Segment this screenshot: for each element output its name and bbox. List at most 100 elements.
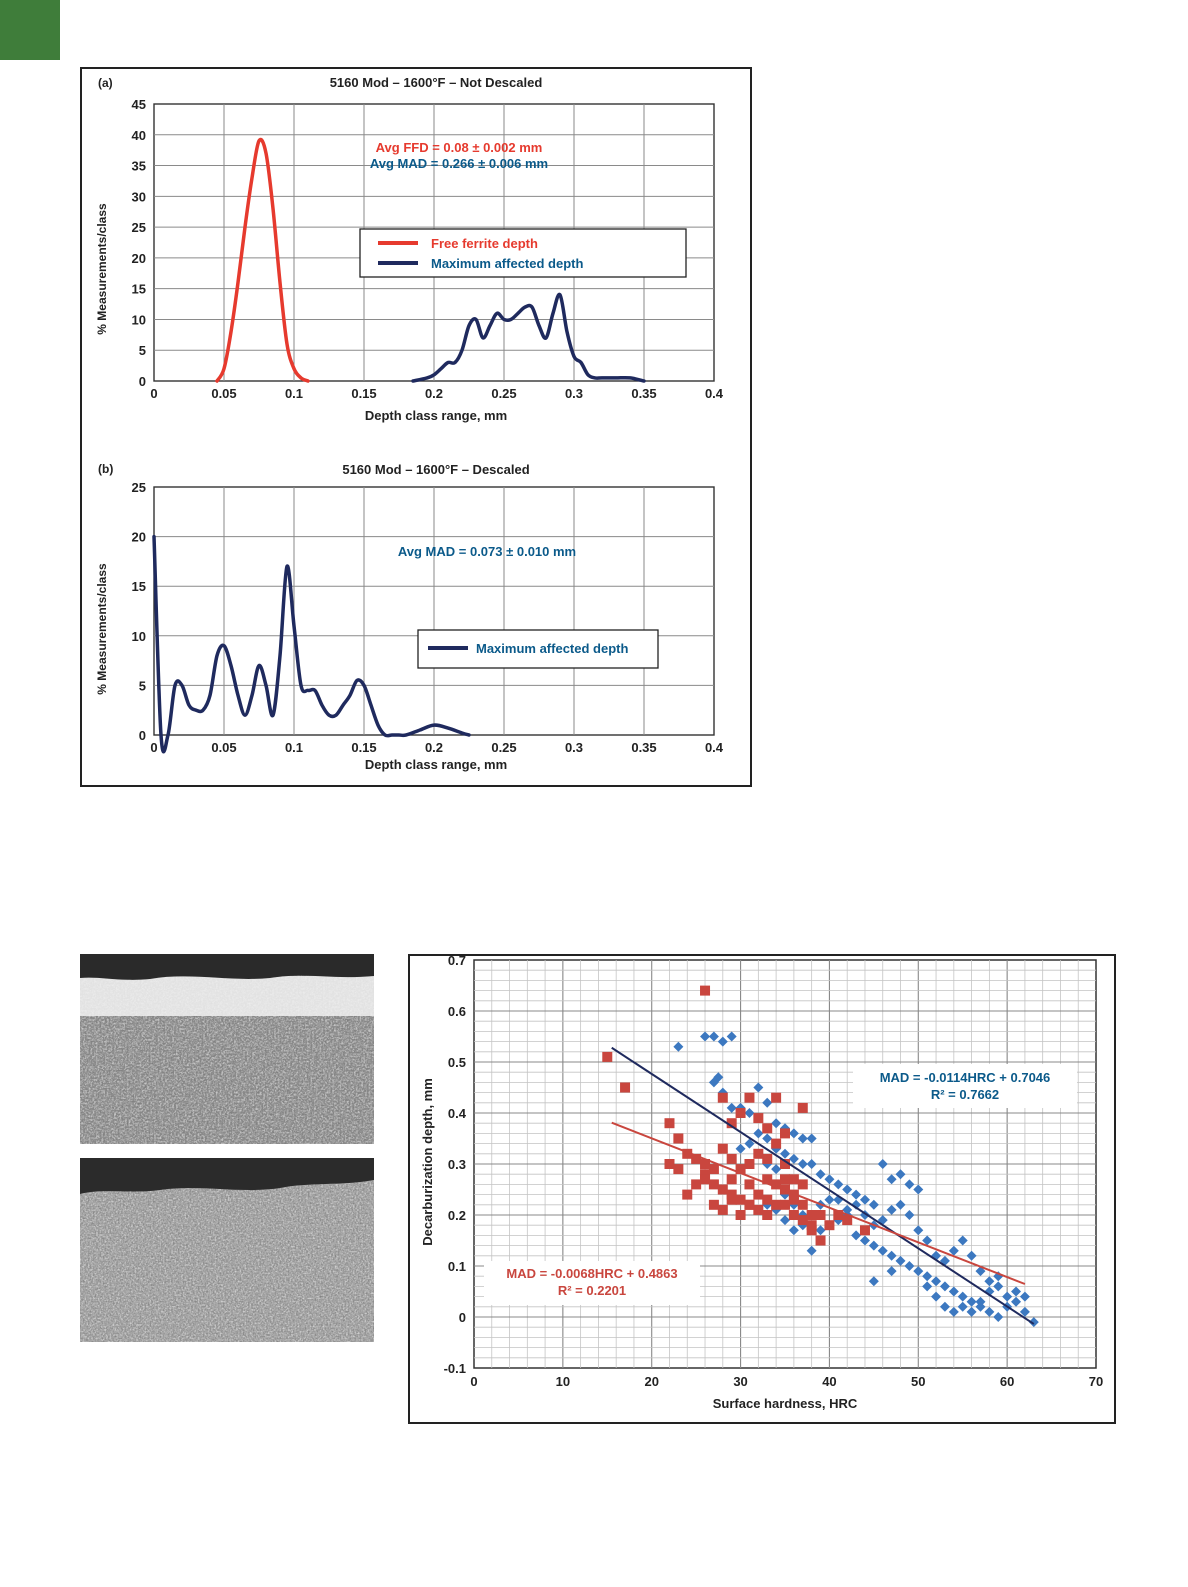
micrograph-1-svg bbox=[80, 954, 374, 1144]
scatter-point-blue bbox=[913, 1266, 924, 1277]
scatter-point-red bbox=[780, 1174, 790, 1185]
scatter-point-blue bbox=[931, 1291, 942, 1302]
scatter-point-red bbox=[708, 1199, 719, 1210]
scatter-point-blue bbox=[744, 1108, 755, 1118]
scatter-point-red bbox=[771, 1092, 782, 1103]
scatter-point-blue bbox=[753, 1082, 764, 1093]
scatter-point-blue bbox=[788, 1128, 799, 1139]
scatter-point-blue bbox=[868, 1199, 879, 1210]
panel-b-xtick-label: 0.2 bbox=[425, 740, 443, 755]
scatter-point-red bbox=[726, 1118, 737, 1129]
scatter-point-blue bbox=[1019, 1306, 1030, 1317]
scatter-ytick-label: 0.3 bbox=[448, 1157, 466, 1172]
panel-a-series-line-1 bbox=[215, 137, 310, 383]
panel-b-xtick-label: 0.35 bbox=[631, 740, 656, 755]
panel-a-ytick-label: 0 bbox=[139, 374, 146, 389]
panel-a-ytick-label: 40 bbox=[132, 128, 146, 143]
micrograph-2-scale bbox=[80, 1158, 374, 1194]
scatter-point-red bbox=[859, 1225, 870, 1236]
scatter-point-red bbox=[762, 1210, 773, 1220]
scatter-point-blue bbox=[806, 1133, 817, 1144]
scatter-point-red bbox=[806, 1220, 817, 1231]
scatter-point-red bbox=[735, 1210, 746, 1220]
scatter-xlabel: Surface hardness, HRC bbox=[713, 1396, 858, 1411]
red-trend-equation: MAD = -0.0068HRC + 0.4863 bbox=[506, 1266, 677, 1281]
panel-b-ticks: 0 0.05 0.1 0.15 0.2 0.25 0.3 0.35 0.4 0 5 10 15 20 25 bbox=[132, 480, 724, 755]
scatter-point-red bbox=[744, 1159, 755, 1169]
panel-a-ytick-label: 10 bbox=[132, 312, 146, 327]
panel-a-ticks: 0 0.05 0.1 0.15 0.2 0.25 0.3 0.35 0.4 0 5 10 15 20 25 3… bbox=[132, 97, 724, 401]
scatter-ytick-label: 0.2 bbox=[448, 1208, 466, 1223]
scatter-point-blue bbox=[797, 1220, 808, 1231]
panel-b-ylabel: % Measurements/class bbox=[95, 563, 109, 695]
scatter-point-blue bbox=[939, 1255, 950, 1266]
micrograph-1-ferrite-layer bbox=[80, 976, 374, 1016]
scatter-xtick-label: 10 bbox=[556, 1374, 570, 1389]
panel-b-ytick-label: 25 bbox=[132, 480, 146, 495]
scatter-point-red bbox=[833, 1210, 844, 1220]
scatter-point-blue bbox=[984, 1306, 995, 1317]
scatter-ytick-label: -0.1 bbox=[444, 1361, 466, 1376]
panel-a-ylabel: % Measurements/class bbox=[95, 203, 109, 335]
scatter-point-blue bbox=[975, 1266, 986, 1277]
scatter-point-blue bbox=[673, 1041, 684, 1052]
scatter-point-blue bbox=[726, 1031, 737, 1042]
scatter-point-blue bbox=[886, 1250, 897, 1261]
scatter-point-blue bbox=[815, 1169, 826, 1180]
hardness-vs-decarb-figure: 0 10 20 30 40 50 60 70 -0.1 0 0.1 0.2 0.3 0.4 0.5 0.6 0.… bbox=[408, 953, 1116, 1424]
panel-a-xtick-label: 0.15 bbox=[351, 386, 376, 401]
panel-b-ytick-label: 10 bbox=[132, 629, 146, 644]
scatter-ytick-label: 0 bbox=[459, 1310, 466, 1325]
scatter-point-red bbox=[673, 1164, 684, 1175]
scatter-point-red bbox=[744, 1092, 755, 1103]
scatter-point-blue bbox=[966, 1296, 977, 1307]
scatter-point-red bbox=[780, 1128, 790, 1139]
scatter-point-blue bbox=[726, 1102, 737, 1113]
legend-label-mad: Maximum affected depth bbox=[431, 256, 583, 271]
scatter-point-blue bbox=[713, 1072, 724, 1083]
scatter-point-blue bbox=[868, 1276, 879, 1287]
micrograph-1-scale bbox=[80, 954, 374, 980]
scatter-point-blue bbox=[886, 1266, 897, 1277]
scatter-point-blue bbox=[895, 1255, 906, 1266]
panel-a-ytick-label: 5 bbox=[139, 343, 146, 358]
scatter-point-blue bbox=[1028, 1317, 1039, 1328]
panel-b-xtick-label: 0.4 bbox=[705, 740, 724, 755]
scatter-point-blue bbox=[851, 1199, 862, 1210]
panel-b-ytick-label: 0 bbox=[139, 728, 146, 743]
panel-a-xtick-label: 0.1 bbox=[285, 386, 303, 401]
scatter-point-red bbox=[682, 1189, 693, 1200]
scatter-point-red bbox=[726, 1174, 737, 1185]
scatter-point-blue bbox=[966, 1306, 977, 1317]
scatter-xtick-label: 60 bbox=[1000, 1374, 1014, 1389]
scatter-point-red bbox=[824, 1220, 835, 1231]
panel-b-ytick-label: 5 bbox=[139, 678, 146, 693]
scatter-point-blue bbox=[859, 1235, 870, 1246]
scatter-point-blue bbox=[931, 1276, 942, 1287]
panel-b-xtick-label: 0.15 bbox=[351, 740, 376, 755]
scatter-point-blue bbox=[975, 1301, 986, 1312]
scatter-point-red bbox=[780, 1159, 790, 1169]
scatter-ytick-label: 0.6 bbox=[448, 1004, 466, 1019]
scatter-point-red bbox=[708, 1179, 719, 1190]
scatter-point-blue bbox=[762, 1133, 773, 1144]
scatter-point-blue bbox=[913, 1184, 924, 1195]
scatter-xtick-label: 20 bbox=[644, 1374, 658, 1389]
scatter-point-blue bbox=[922, 1271, 933, 1282]
panel-a-xlabel: Depth class range, mm bbox=[365, 408, 507, 423]
scatter-point-red bbox=[664, 1118, 675, 1129]
panel-b-title: 5160 Mod – 1600°F – Descaled bbox=[342, 462, 529, 477]
scatter-point-blue bbox=[780, 1148, 790, 1159]
panel-a-mad-annotation: Avg MAD = 0.266 ± 0.006 mm bbox=[370, 156, 548, 171]
scatter-point-red bbox=[788, 1210, 799, 1220]
scatter-point-red bbox=[717, 1143, 728, 1154]
scatter-point-red bbox=[797, 1102, 808, 1113]
scatter-point-red bbox=[797, 1215, 808, 1226]
scatter-point-red bbox=[735, 1164, 746, 1175]
scatter-point-red bbox=[771, 1138, 782, 1149]
micrograph-2-svg bbox=[80, 1158, 374, 1342]
scatter-point-blue bbox=[735, 1143, 746, 1154]
scatter-point-red bbox=[806, 1225, 817, 1236]
panel-a-xtick-label: 0 bbox=[150, 386, 157, 401]
depth-distribution-figure: (a) 5160 Mod – 1600°F – Not Descaled 0 0.… bbox=[80, 67, 752, 787]
